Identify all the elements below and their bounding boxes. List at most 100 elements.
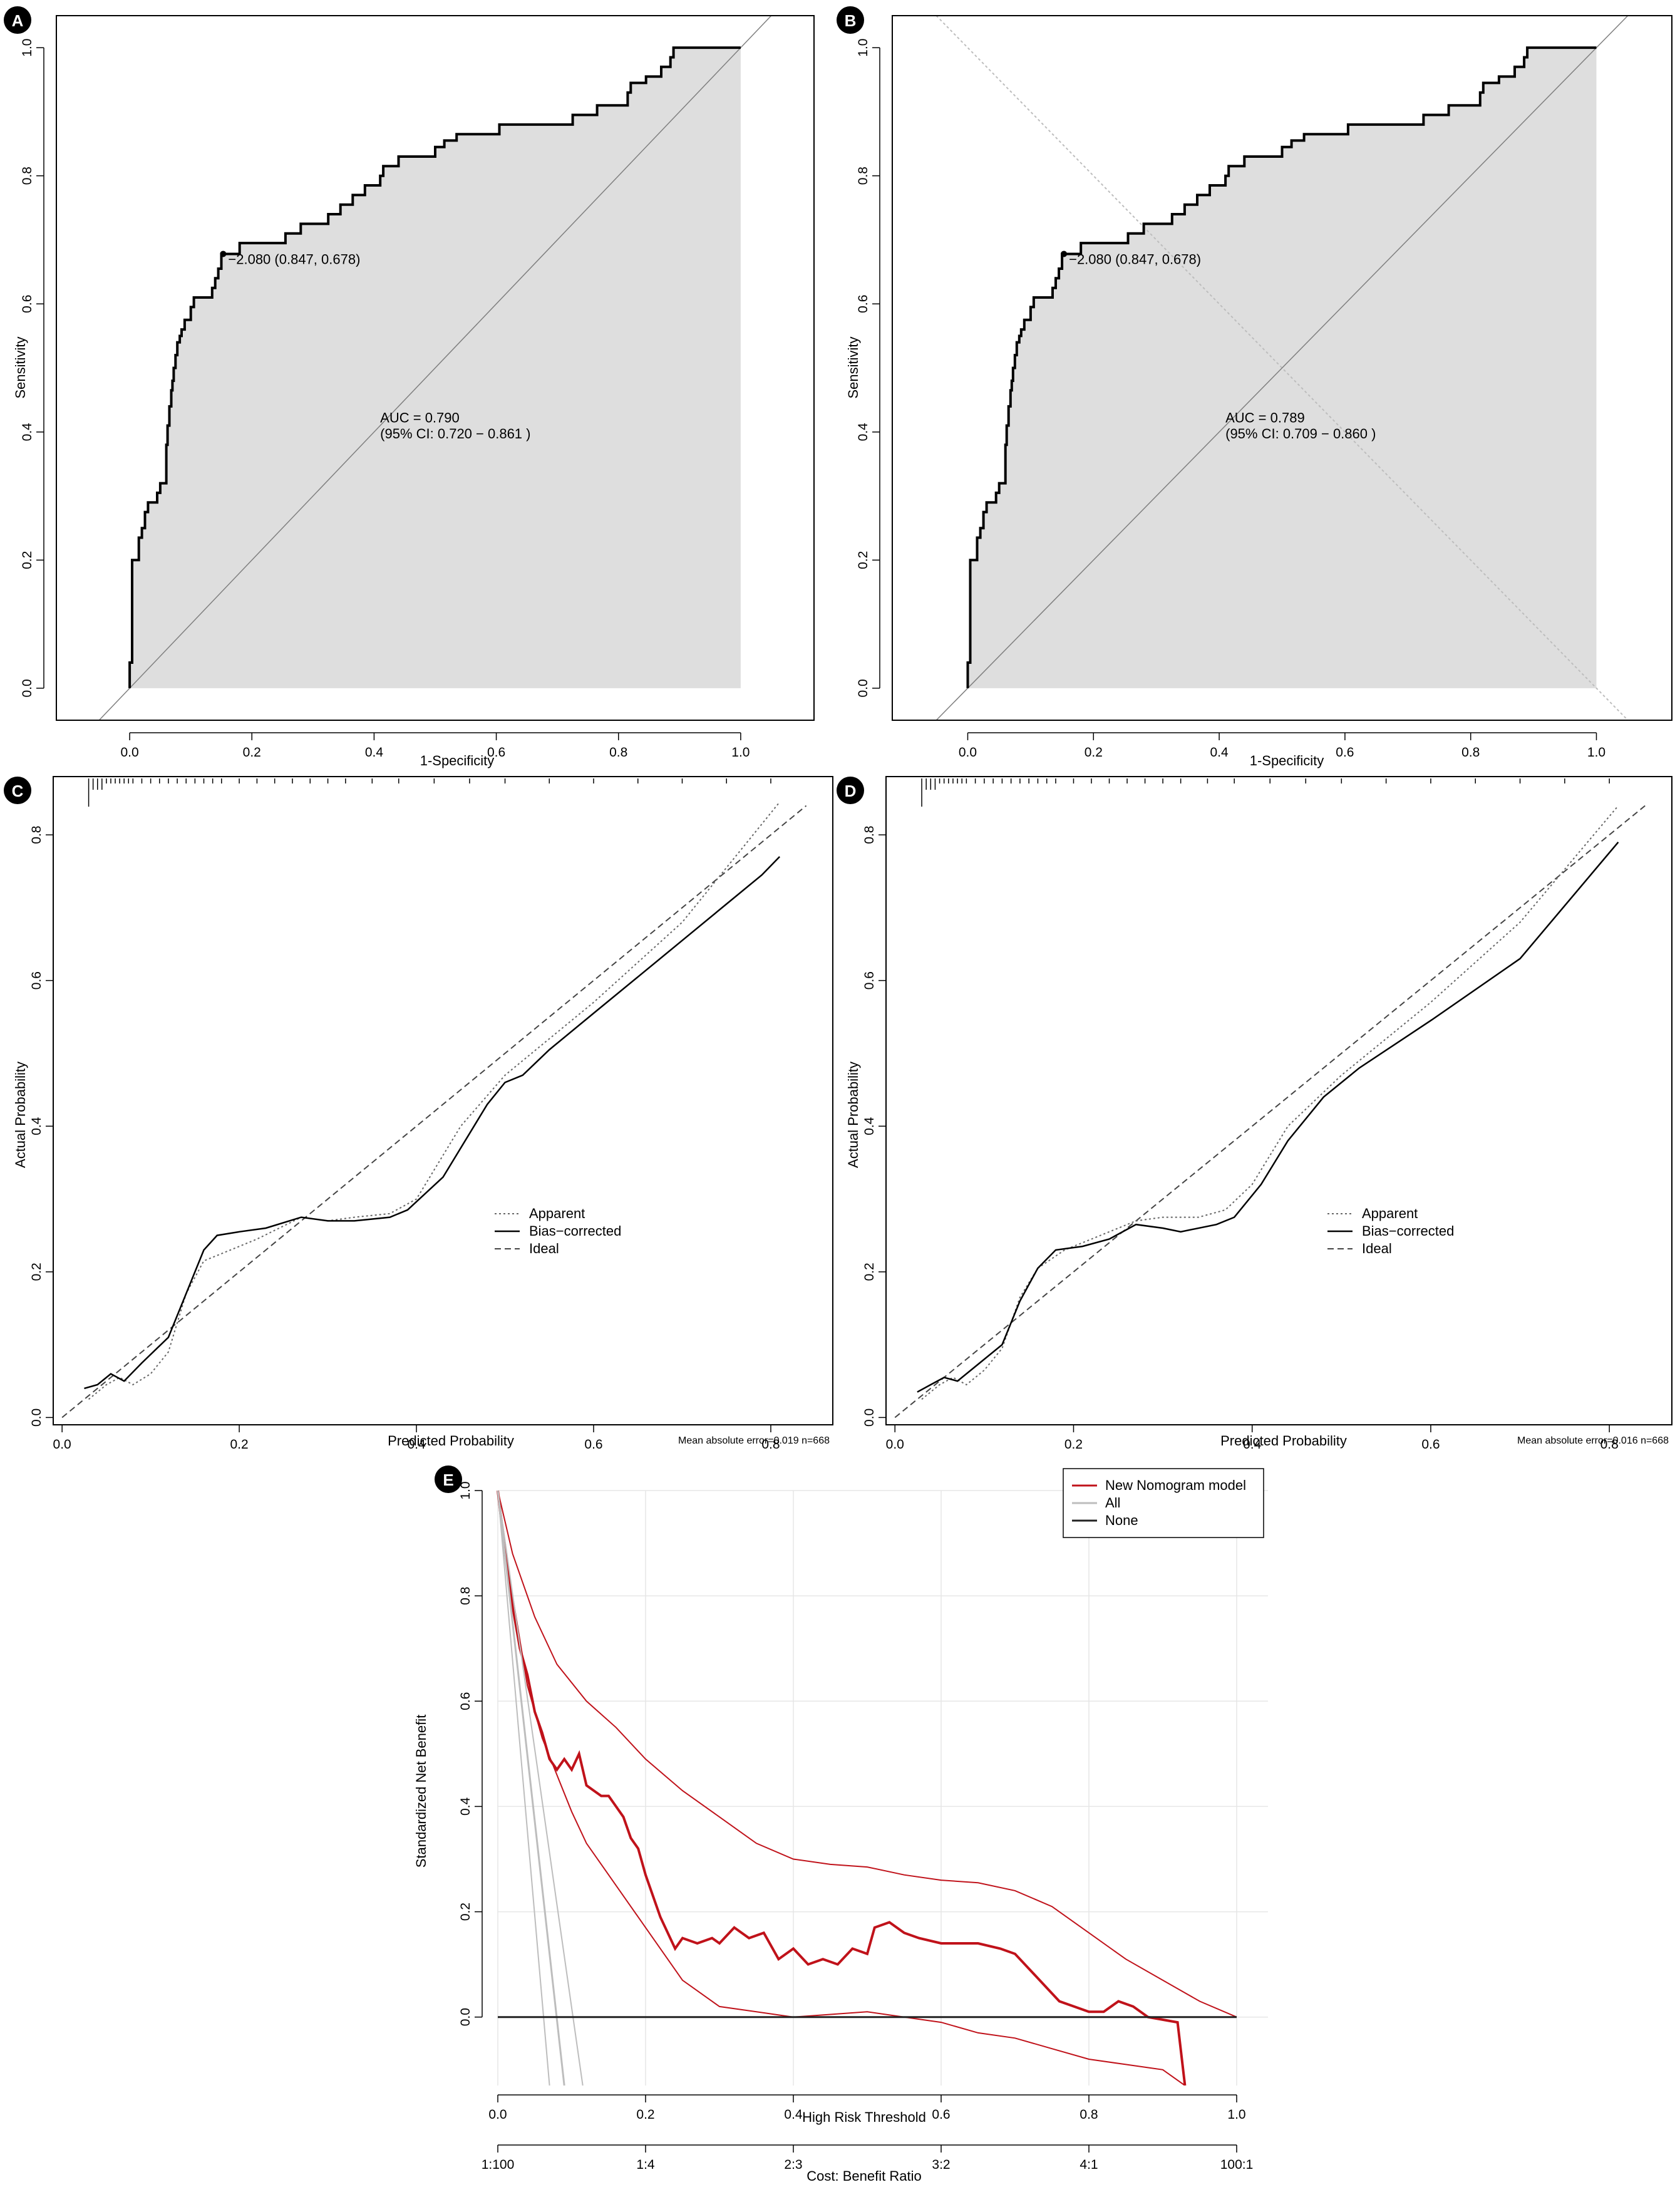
x-tick-label: 0.0	[53, 1437, 71, 1452]
mae-footer: Mean absolute error=0.019 n=668	[678, 1435, 830, 1446]
x-tick-label: 0.0	[959, 745, 977, 760]
y-tick-label: 0.0	[856, 679, 870, 697]
mae-footer: Mean absolute error=0.016 n=668	[1517, 1435, 1669, 1446]
y-axis: 0.0 0.2 0.4 0.6 0.8	[862, 825, 887, 1427]
panel-d-label: D	[845, 782, 857, 800]
x-tick-label: 0.2	[243, 745, 261, 760]
panel-e-label-badge	[435, 1465, 462, 1493]
y-tick-label: 0.4	[856, 423, 870, 442]
x-tick-label: 0.0	[120, 745, 138, 760]
cutoff-point	[1061, 251, 1068, 257]
roc-curve	[966, 46, 1597, 688]
y-tick-label: 0.8	[20, 167, 34, 185]
y-axis: 0.0 0.2 0.4 0.6 0.8 1.0	[20, 39, 44, 697]
panel-d-label-badge	[837, 777, 864, 804]
y-tick-label: 0.0	[458, 2008, 473, 2026]
model-lower-ci-curve	[497, 1491, 1185, 2086]
legend-bias-corrected: Bias−corrected	[1362, 1223, 1454, 1239]
y-axis: 0.0 0.2 0.4 0.6 0.8 1.0	[458, 1481, 483, 2026]
y-axis-label: Actual Probability	[845, 1062, 861, 1168]
x-axis: 0.0 0.2 0.4 0.6 0.8 1.0	[488, 2094, 1246, 2122]
auc-label: AUC = 0.789	[1225, 410, 1305, 425]
ci-label: (95% CI: 0.709 − 0.860 )	[1225, 426, 1376, 442]
x-tick-label: 0.6	[1421, 1437, 1440, 1452]
panel-c-calibration: C Apparent Bias−corrected Ideal 0.0 0.2 0.…	[4, 776, 833, 1452]
legend: Apparent Bias−corrected Ideal	[495, 1206, 621, 1256]
y-tick-label: 0.8	[856, 167, 870, 185]
panel-b-roc: B −2.080 (0.847, 0.678) AUC = 0.789 (95%…	[837, 6, 1672, 768]
y-tick-label: 0.4	[29, 1117, 44, 1135]
x-tick-label: 0.8	[761, 1437, 780, 1452]
panel-d-calibration: D Apparent Bias−corrected Ideal 0.0 0.2 0.…	[837, 776, 1672, 1452]
bias-corrected-line	[84, 856, 780, 1390]
x-axis: 0.0 0.2 0.4 0.6 0.8	[886, 1424, 1619, 1452]
diagonal-reference-line	[935, 16, 1629, 720]
x-axis: 0.0 0.2 0.4 0.6 0.8	[53, 1424, 780, 1452]
x-tick-label: 0.8	[1461, 745, 1480, 760]
x-tick-label: 1.0	[1227, 2107, 1245, 2122]
x-axis: 0.0 0.2 0.4 0.6 0.8 1.0	[120, 732, 750, 760]
legend-bias-corrected: Bias−corrected	[529, 1223, 621, 1239]
x-tick-label: 0.6	[932, 2107, 950, 2122]
panel-e-decision-curve: E 0.0 0.2 0.4 0.6 0.8 1.0 1:100 1:4 2:3 3:2 4:1 10…	[413, 1465, 1268, 2184]
y-tick-label: 0.2	[29, 1263, 44, 1281]
treat-all-ci-line	[497, 1491, 550, 2086]
series-lines	[497, 1491, 1237, 2086]
y-tick-label: 1.0	[458, 1481, 473, 1499]
legend-apparent: Apparent	[1362, 1206, 1418, 1221]
y-tick-label: 0.2	[20, 551, 34, 569]
x-axis-label: 1-Specificity	[420, 753, 495, 768]
y-tick-label: 0.0	[20, 679, 34, 697]
x-tick-label: 1.0	[1587, 745, 1605, 760]
y-tick-label: 0.8	[29, 825, 44, 844]
legend: Apparent Bias−corrected Ideal	[1327, 1206, 1454, 1256]
anti-diagonal-line	[935, 16, 1629, 720]
y-tick-label: 0.8	[458, 1587, 473, 1605]
model-upper-ci-curve	[497, 1491, 1237, 2018]
x-tick-label: 1.0	[731, 745, 750, 760]
x-tick-label: 0.8	[609, 745, 627, 760]
grid-lines	[497, 1490, 1268, 2086]
y-tick-label: 1.0	[20, 39, 34, 57]
plot-frame	[885, 776, 1672, 1425]
legend-all: All	[1105, 1495, 1120, 1511]
secondary-x-tick-label: 1:4	[636, 2158, 655, 2172]
y-axis-label: Sensitivity	[13, 336, 28, 398]
panel-b-label: B	[845, 11, 857, 30]
y-tick-label: 1.0	[856, 39, 870, 57]
legend-none: None	[1105, 1512, 1138, 1528]
legend: New Nomogram model All None	[1063, 1468, 1264, 1538]
y-tick-label: 0.6	[856, 295, 870, 313]
diagonal-reference-line	[98, 16, 772, 720]
treat-all-line	[497, 1491, 565, 2086]
panel-a-roc: A −2.080 (0.847, 0.678) AUC = 0.790 (95%…	[4, 6, 815, 768]
x-axis-label: Predicted Probability	[388, 1433, 514, 1449]
panel-a-label-badge	[4, 6, 31, 34]
y-tick-label: 0.2	[458, 1903, 473, 1921]
x-tick-label: 0.2	[1064, 1437, 1083, 1452]
panel-c-label: C	[12, 782, 24, 800]
y-tick-label: 0.0	[29, 1409, 44, 1427]
y-tick-label: 0.6	[862, 971, 877, 990]
y-tick-label: 0.2	[856, 551, 870, 569]
secondary-x-tick-label: 3:2	[932, 2158, 950, 2172]
treat-all-ci-line	[497, 1491, 584, 2086]
x-axis-label: 1-Specificity	[1250, 753, 1324, 768]
x-axis-label: Predicted Probability	[1220, 1433, 1347, 1449]
secondary-x-axis-label: Cost: Benefit Ratio	[807, 2168, 921, 2184]
auc-label: AUC = 0.790	[380, 410, 460, 425]
panel-c-label-badge	[4, 777, 31, 804]
x-tick-label: 0.2	[230, 1437, 249, 1452]
cutoff-label: −2.080 (0.847, 0.678)	[1069, 251, 1201, 267]
x-axis: 0.0 0.2 0.4 0.6 0.8 1.0	[959, 732, 1605, 760]
x-tick-label: 0.2	[636, 2107, 654, 2122]
legend-new-nomogram-model: New Nomogram model	[1105, 1477, 1246, 1493]
x-tick-label: 0.6	[584, 1437, 602, 1452]
y-tick-label: 0.4	[20, 423, 34, 442]
x-tick-label: 0.0	[886, 1437, 904, 1452]
x-tick-label: 0.8	[1600, 1437, 1619, 1452]
rug-marks	[88, 778, 771, 807]
y-tick-label: 0.6	[458, 1692, 473, 1710]
plot-frame	[56, 15, 815, 721]
y-axis-label: Actual Probability	[13, 1062, 28, 1168]
